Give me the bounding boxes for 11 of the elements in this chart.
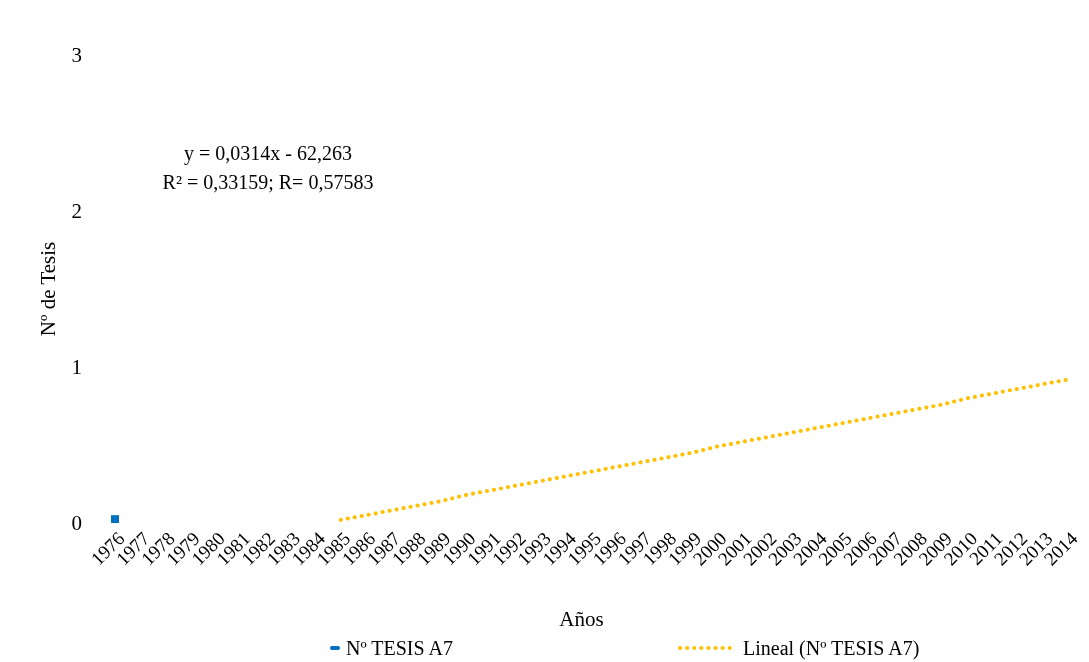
legend-label: Lineal (Nº TESIS A7) <box>743 637 920 660</box>
y-tick-label: 0 <box>71 511 82 536</box>
y-tick-label: 3 <box>71 43 82 68</box>
annotation: R² = 0,33159; R= 0,57583 <box>162 171 374 193</box>
legend-label: Nº TESIS A7 <box>346 637 453 659</box>
y-axis-title: Nº de Tesis <box>36 241 60 337</box>
y-tick-label: 2 <box>71 199 82 224</box>
annotation: y = 0,0314x - 62,263 <box>184 142 352 165</box>
line-series <box>338 377 1070 522</box>
x-axis-title: Años <box>559 607 604 631</box>
y-tick-label: 1 <box>71 355 82 380</box>
